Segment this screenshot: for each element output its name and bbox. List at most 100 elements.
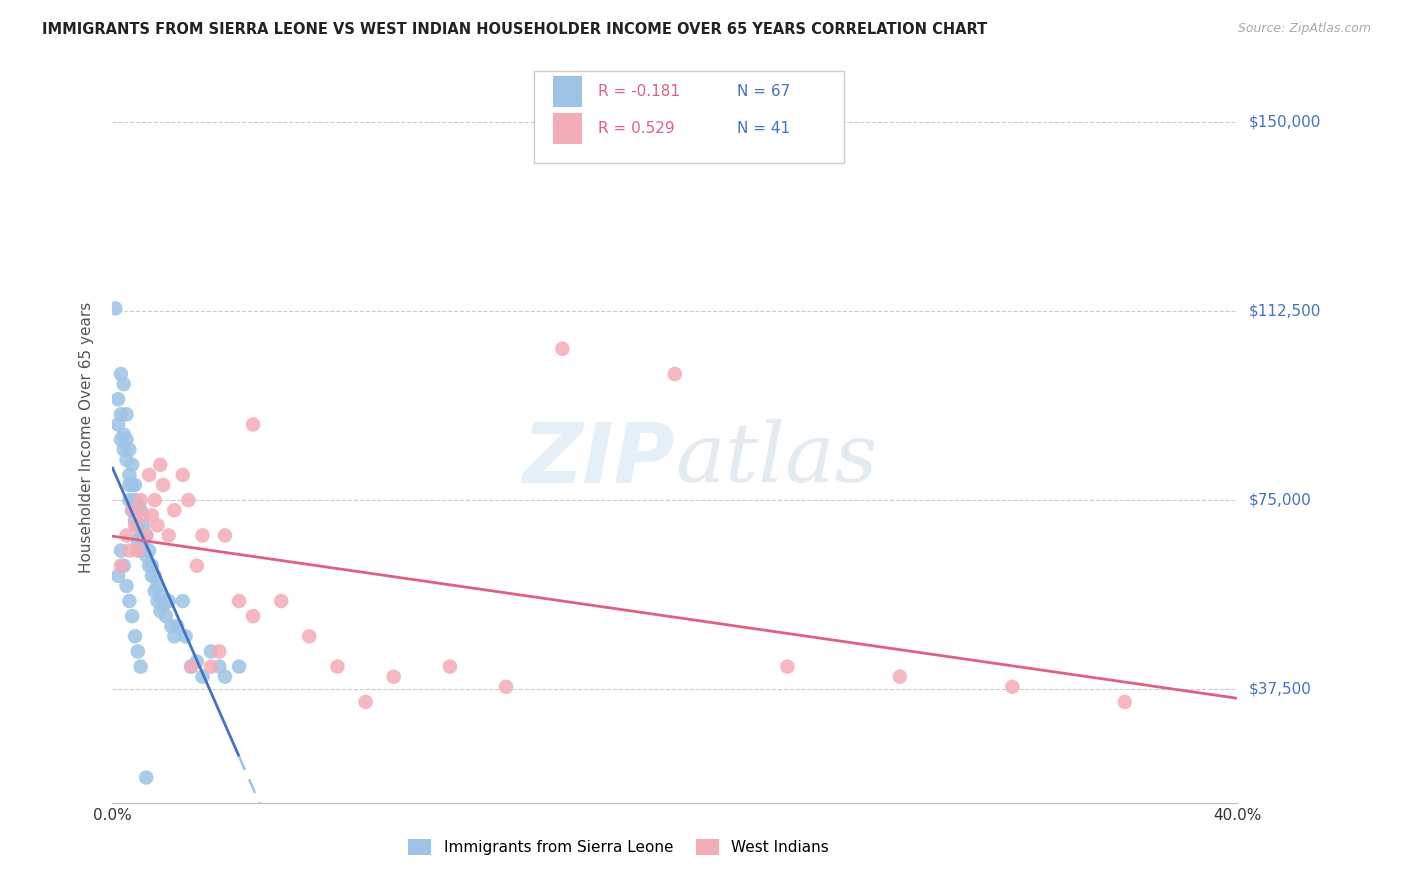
Point	[132, 518, 155, 533]
Point	[146, 594, 169, 608]
Point	[143, 583, 166, 598]
Point	[143, 569, 166, 583]
Point	[186, 558, 208, 573]
Point	[104, 301, 127, 316]
Point	[177, 493, 200, 508]
Point	[129, 543, 152, 558]
Point	[141, 508, 163, 523]
Point	[138, 467, 160, 482]
Point	[121, 458, 143, 472]
Point	[110, 558, 132, 573]
Point	[118, 478, 141, 492]
Point	[354, 695, 377, 709]
Point	[174, 629, 197, 643]
Point	[127, 518, 149, 533]
Point	[135, 549, 157, 563]
Point	[110, 433, 132, 447]
FancyBboxPatch shape	[554, 113, 582, 144]
Text: atlas: atlas	[675, 419, 877, 499]
FancyBboxPatch shape	[534, 71, 844, 163]
Point	[155, 609, 177, 624]
Text: $37,500: $37,500	[1249, 681, 1312, 697]
Point	[214, 670, 236, 684]
Point	[180, 659, 202, 673]
Point	[107, 569, 129, 583]
Point	[146, 518, 169, 533]
Point	[112, 558, 135, 573]
Text: ZIP: ZIP	[522, 418, 675, 500]
Point	[121, 609, 143, 624]
Point	[889, 670, 911, 684]
Point	[124, 513, 146, 527]
Point	[298, 629, 321, 643]
Point	[146, 579, 169, 593]
Point	[152, 478, 174, 492]
Point	[163, 503, 186, 517]
Point	[149, 458, 172, 472]
Point	[191, 528, 214, 542]
Point	[172, 467, 194, 482]
Point	[132, 508, 155, 523]
Point	[200, 659, 222, 673]
Text: R = 0.529: R = 0.529	[599, 121, 675, 136]
Point	[110, 543, 132, 558]
Point	[143, 493, 166, 508]
Point	[382, 670, 405, 684]
Point	[121, 503, 143, 517]
Point	[115, 579, 138, 593]
Point	[776, 659, 799, 673]
Point	[172, 594, 194, 608]
Text: N = 67: N = 67	[737, 84, 790, 99]
Point	[138, 558, 160, 573]
Point	[121, 503, 143, 517]
Point	[1001, 680, 1024, 694]
Point	[110, 408, 132, 422]
Point	[191, 670, 214, 684]
Text: N = 41: N = 41	[737, 121, 790, 136]
Point	[664, 367, 686, 381]
Text: $75,000: $75,000	[1249, 492, 1312, 508]
Point	[118, 467, 141, 482]
Text: R = -0.181: R = -0.181	[599, 84, 681, 99]
Point	[110, 367, 132, 381]
Point	[149, 604, 172, 618]
Point	[112, 377, 135, 392]
Point	[135, 528, 157, 542]
Point	[180, 659, 202, 673]
Point	[107, 417, 129, 432]
Point	[118, 442, 141, 457]
Point	[214, 528, 236, 542]
Point	[124, 493, 146, 508]
Point	[200, 644, 222, 658]
Legend: Immigrants from Sierra Leone, West Indians: Immigrants from Sierra Leone, West India…	[402, 833, 835, 861]
Point	[495, 680, 517, 694]
Point	[112, 427, 135, 442]
Text: IMMIGRANTS FROM SIERRA LEONE VS WEST INDIAN HOUSEHOLDER INCOME OVER 65 YEARS COR: IMMIGRANTS FROM SIERRA LEONE VS WEST IND…	[42, 22, 987, 37]
Point	[326, 659, 349, 673]
Point	[270, 594, 292, 608]
Point	[107, 392, 129, 407]
Y-axis label: Householder Income Over 65 years: Householder Income Over 65 years	[79, 301, 94, 573]
Point	[135, 771, 157, 785]
Point	[228, 594, 250, 608]
Text: Source: ZipAtlas.com: Source: ZipAtlas.com	[1237, 22, 1371, 36]
Point	[129, 503, 152, 517]
Point	[228, 659, 250, 673]
Point	[141, 558, 163, 573]
Point	[208, 659, 231, 673]
Point	[129, 493, 152, 508]
Point	[208, 644, 231, 658]
Point	[129, 528, 152, 542]
FancyBboxPatch shape	[554, 76, 582, 107]
Point	[141, 569, 163, 583]
Point	[127, 533, 149, 548]
Point	[115, 528, 138, 542]
Point	[129, 659, 152, 673]
Point	[127, 498, 149, 512]
Point	[112, 442, 135, 457]
Point	[118, 594, 141, 608]
Point	[157, 594, 180, 608]
Point	[124, 518, 146, 533]
Point	[115, 408, 138, 422]
Point	[1114, 695, 1136, 709]
